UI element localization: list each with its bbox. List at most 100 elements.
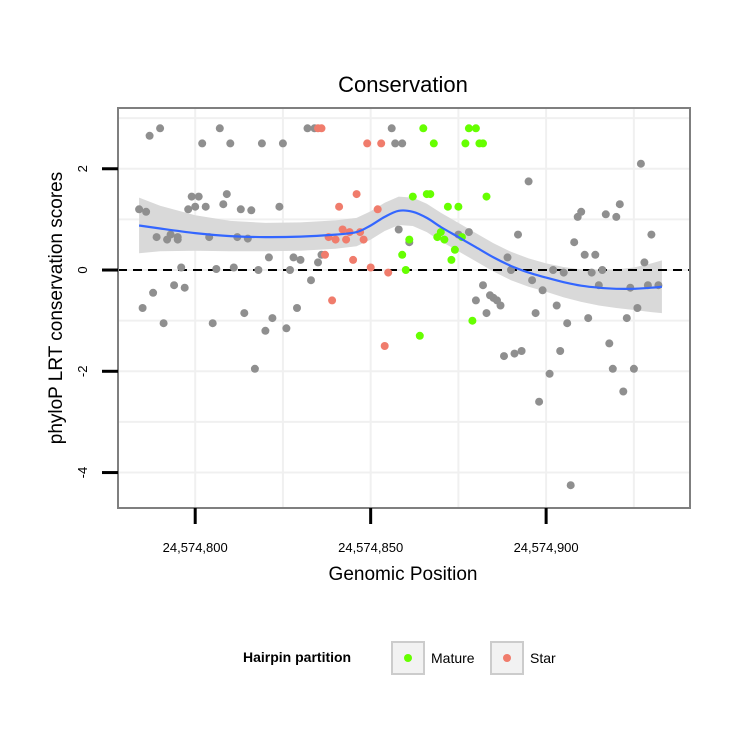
data-point-other [194,192,203,201]
y-tick-label: -4 [75,467,90,479]
data-point-other [608,364,617,373]
data-point-other [180,283,189,292]
data-point-other [601,210,610,219]
data-point-other [394,225,403,234]
data-point-mature [443,202,452,211]
data-point-other [159,319,168,328]
data-point-other [201,202,210,211]
data-point-other [177,263,186,272]
data-point-other [282,324,291,333]
data-point-other [503,253,512,262]
data-point-mature [426,190,435,199]
data-point-other [545,369,554,378]
data-point-other [254,266,263,274]
data-point-other [293,304,301,312]
data-point-other [275,202,284,211]
data-point-other [229,263,238,272]
data-point-other [264,253,273,262]
x-tick-label: 24,574,800 [163,540,228,555]
data-point-mature [419,124,428,133]
data-point-other [170,281,179,290]
y-tick-label: 2 [75,165,90,172]
data-point-other [566,481,575,490]
data-point-other [629,364,638,373]
data-point-other [633,304,642,312]
data-point-other [208,319,217,328]
data-point-other [570,238,579,247]
data-point-other [535,397,544,406]
data-point-other [640,258,649,267]
data-point-star [335,202,344,211]
data-point-other [622,314,631,323]
data-point-mature [398,250,407,259]
data-point-other [549,266,558,274]
data-point-star [331,235,340,244]
data-point-other [257,139,266,148]
data-point-other [559,268,568,277]
data-point-other [471,296,480,305]
data-point-other [552,301,561,310]
data-point-mature [461,139,470,148]
data-point-other [577,207,586,216]
data-point-other [240,309,249,318]
data-point-other [528,276,537,285]
data-point-other [479,281,487,290]
data-point-other [598,266,607,274]
data-point-star [338,225,347,234]
data-point-other [198,139,207,148]
data-point-other [524,177,533,186]
data-point-other [247,206,256,215]
y-tick-label: -2 [75,366,90,378]
data-point-star [384,268,393,277]
data-point-star [342,235,351,244]
data-point-other [615,200,624,209]
data-point-other [261,326,270,335]
data-point-mature [454,202,463,211]
data-point-other [156,124,165,133]
data-point-other [145,131,154,140]
data-point-mature [405,235,414,244]
data-point-other [398,139,407,148]
data-point-mature [447,255,456,264]
data-point-other [187,192,196,201]
data-point-other [612,212,621,221]
x-tick-label: 24,574,850 [338,540,403,555]
data-point-other [142,207,151,216]
data-point-star [380,342,389,350]
data-point-other [636,159,645,168]
data-point-other [226,139,235,148]
data-point-other [514,230,522,239]
plot-panel-background [118,108,690,508]
data-point-other [496,301,505,310]
data-point-other [626,283,635,292]
data-point-other [236,205,245,214]
data-point-other [587,268,596,277]
plot-panel-border [117,107,691,509]
data-point-other [303,124,312,133]
data-points [135,124,663,490]
data-point-star [359,235,368,244]
data-point-other [500,352,508,361]
data-point-other [212,265,221,273]
smooth-trend-line [138,209,663,290]
data-point-other [482,309,491,318]
legend-key-star [503,654,511,662]
data-point-star [373,205,382,214]
data-point-mature [468,316,477,325]
data-point-other [296,255,305,264]
data-point-other [314,258,322,267]
data-point-other [289,253,298,262]
data-point-mature [471,124,480,133]
data-point-star [349,255,358,264]
data-point-star [366,263,375,272]
axes: 24,574,800 24,574,850 24,574,900 2 0 -2 -4 [75,165,579,555]
legend: Hairpin partition Mature Star [243,641,556,675]
data-point-other [222,190,231,199]
data-point-other [219,200,228,209]
data-point-other [556,347,565,355]
data-point-star [352,190,361,199]
legend-key-mature [404,654,412,662]
data-point-other [591,250,600,259]
data-point-other [391,139,400,148]
